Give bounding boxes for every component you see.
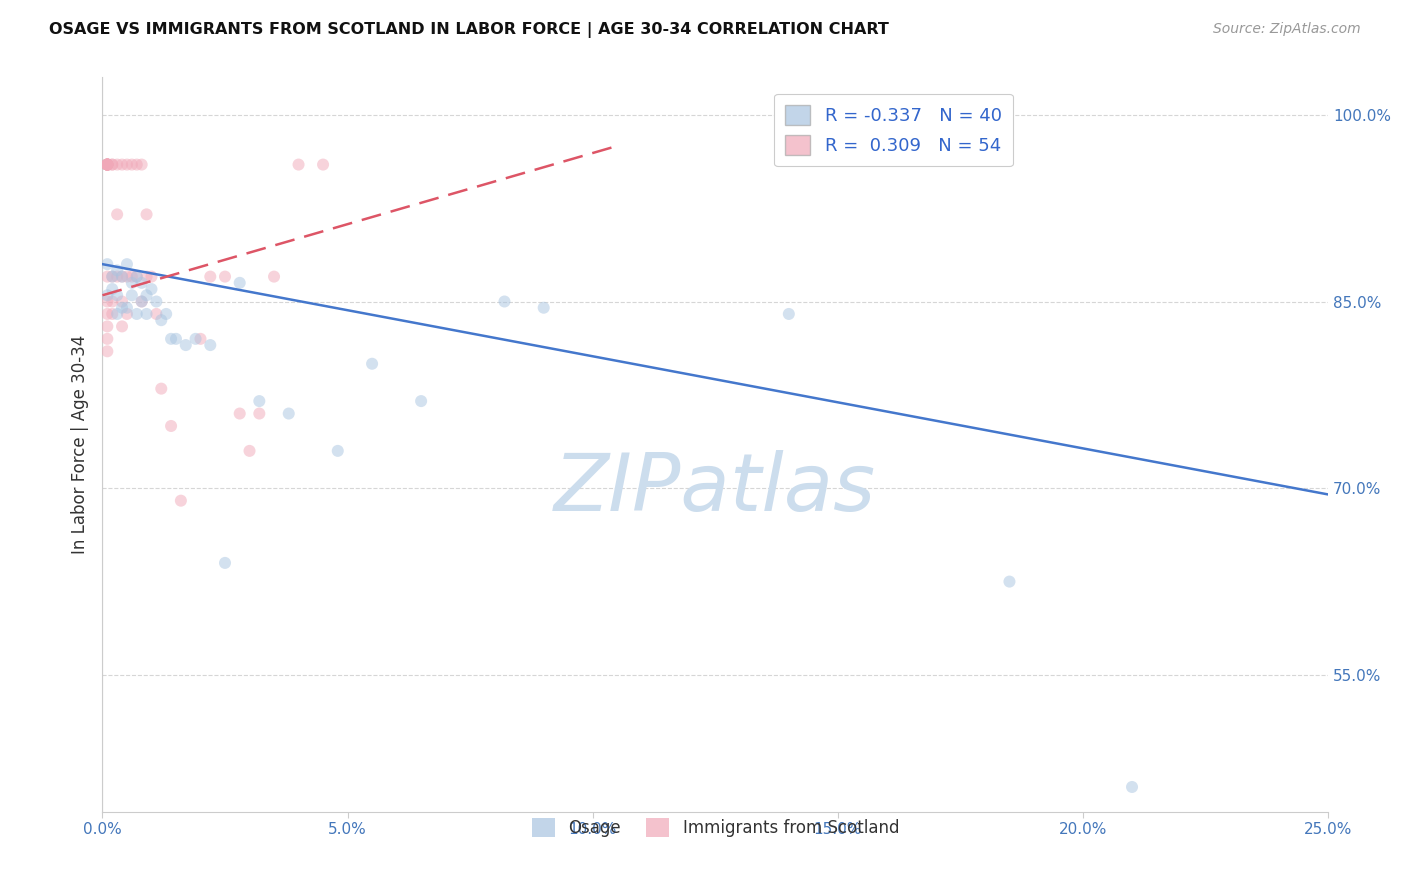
Point [121, 288, 143, 302]
Point [96, 332, 118, 346]
Point [174, 338, 197, 352]
Point [184, 332, 207, 346]
Point [96, 158, 118, 172]
Point [155, 307, 177, 321]
Text: ZIPatlas: ZIPatlas [554, 450, 876, 528]
Point [494, 294, 516, 309]
Point [200, 338, 222, 352]
Point [101, 282, 124, 296]
Point [105, 263, 128, 277]
Point [111, 301, 134, 315]
Point [96, 158, 118, 172]
Point [1121, 780, 1143, 794]
Point [96, 158, 118, 172]
Point [111, 319, 134, 334]
Point [101, 307, 124, 321]
Point [96, 344, 118, 359]
Point [101, 269, 124, 284]
Point [145, 307, 167, 321]
Point [96, 319, 118, 334]
Point [312, 158, 335, 172]
Point [131, 294, 153, 309]
Point [228, 276, 250, 290]
Point [141, 269, 163, 284]
Point [287, 158, 309, 172]
Point [277, 407, 299, 421]
Point [778, 307, 800, 321]
Point [214, 269, 236, 284]
Point [121, 269, 143, 284]
Point [998, 574, 1021, 589]
Point [96, 158, 118, 172]
Point [533, 301, 555, 315]
Point [96, 294, 118, 309]
Point [190, 332, 212, 346]
Point [105, 288, 128, 302]
Point [111, 294, 134, 309]
Point [150, 313, 173, 327]
Point [96, 158, 118, 172]
Point [361, 357, 384, 371]
Point [105, 307, 128, 321]
Point [238, 443, 260, 458]
Point [96, 307, 118, 321]
Point [160, 332, 183, 346]
Point [101, 158, 124, 172]
Point [96, 158, 118, 172]
Point [411, 394, 433, 409]
Point [101, 294, 124, 309]
Point [105, 269, 128, 284]
Point [96, 158, 118, 172]
Point [228, 407, 250, 421]
Point [247, 407, 270, 421]
Point [96, 288, 118, 302]
Point [141, 282, 163, 296]
Point [115, 301, 138, 315]
Point [263, 269, 285, 284]
Point [96, 158, 118, 172]
Point [247, 394, 270, 409]
Legend: Osage, Immigrants from Scotland: Osage, Immigrants from Scotland [524, 812, 905, 844]
Point [105, 207, 128, 221]
Point [131, 276, 153, 290]
Y-axis label: In Labor Force | Age 30-34: In Labor Force | Age 30-34 [72, 335, 89, 554]
Point [96, 158, 118, 172]
Point [160, 419, 183, 434]
Point [96, 158, 118, 172]
Point [101, 269, 124, 284]
Point [170, 493, 193, 508]
Point [115, 307, 138, 321]
Point [101, 158, 124, 172]
Point [105, 158, 128, 172]
Point [96, 257, 118, 271]
Point [135, 269, 157, 284]
Text: OSAGE VS IMMIGRANTS FROM SCOTLAND IN LABOR FORCE | AGE 30-34 CORRELATION CHART: OSAGE VS IMMIGRANTS FROM SCOTLAND IN LAB… [49, 22, 889, 38]
Point [111, 158, 134, 172]
Point [121, 158, 143, 172]
Point [111, 269, 134, 284]
Point [165, 332, 187, 346]
Text: Source: ZipAtlas.com: Source: ZipAtlas.com [1213, 22, 1361, 37]
Point [125, 307, 148, 321]
Point [115, 158, 138, 172]
Point [115, 269, 138, 284]
Point [115, 257, 138, 271]
Point [214, 556, 236, 570]
Point [121, 276, 143, 290]
Point [145, 294, 167, 309]
Point [131, 158, 153, 172]
Point [96, 269, 118, 284]
Point [96, 158, 118, 172]
Point [111, 269, 134, 284]
Point [125, 269, 148, 284]
Point [150, 382, 173, 396]
Point [135, 288, 157, 302]
Point [135, 207, 157, 221]
Point [125, 269, 148, 284]
Point [200, 269, 222, 284]
Point [326, 443, 349, 458]
Point [135, 307, 157, 321]
Point [131, 294, 153, 309]
Point [125, 158, 148, 172]
